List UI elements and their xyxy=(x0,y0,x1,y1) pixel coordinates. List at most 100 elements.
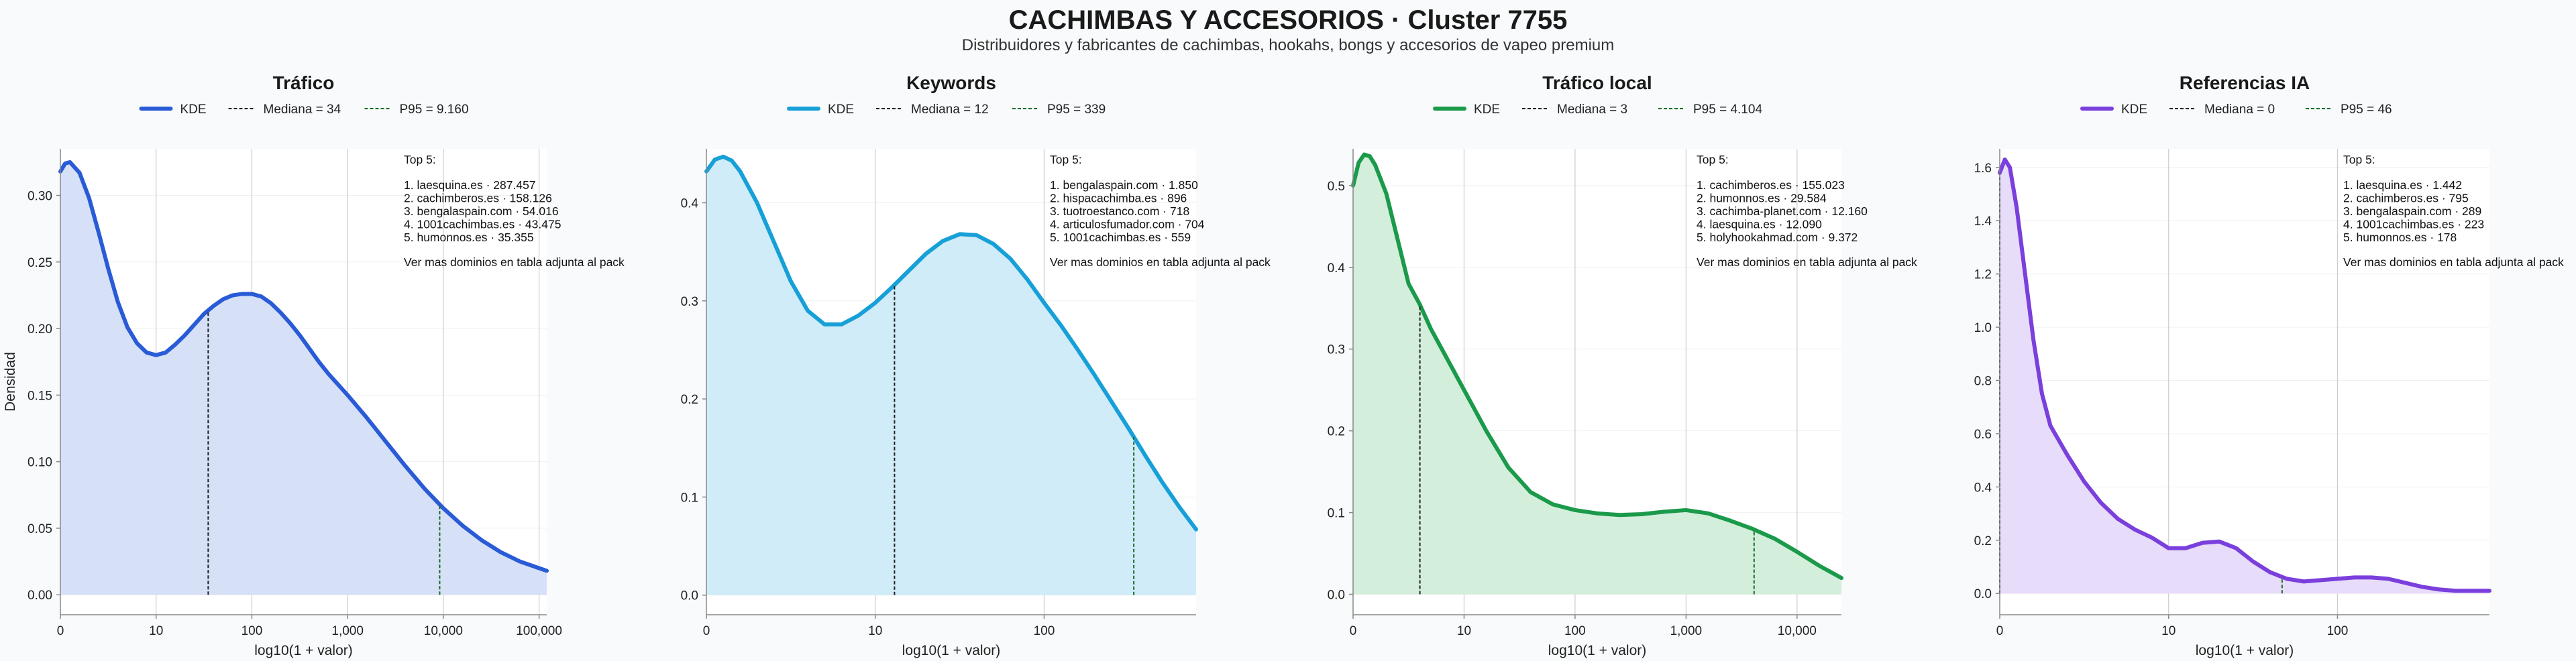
top5-item: 1. cachimberos.es · 155.023 xyxy=(1697,178,1845,192)
kde-area xyxy=(2000,159,2489,594)
y-tick-label: 0.20 xyxy=(28,322,52,337)
legend-median-label: Mediana = 0 xyxy=(2204,103,2275,117)
y-tick-label: 0.05 xyxy=(28,522,52,536)
top5-item: 3. cachimba-planet.com · 12.160 xyxy=(1697,204,1868,218)
kde-area xyxy=(706,156,1196,595)
top5-title: Top 5: xyxy=(1050,153,1082,166)
page-title: CACHIMBAS Y ACCESORIOS · Cluster 7755 xyxy=(1008,5,1568,35)
x-tick-label: 100 xyxy=(1034,624,1055,638)
top5-item: 5. humonnos.es · 35.355 xyxy=(404,231,534,244)
y-tick-label: 0.0 xyxy=(1974,587,1992,601)
x-tick-label: 1,000 xyxy=(331,624,364,638)
top5-item: 4. articulosfumador.com · 704 xyxy=(1050,218,1205,231)
legend-kde-label: KDE xyxy=(1474,103,1500,117)
kde-line xyxy=(58,160,549,573)
kde-line xyxy=(704,154,1198,532)
top5-item: 4. 1001cachimbas.es · 43.475 xyxy=(404,218,561,231)
y-tick-label: 0.25 xyxy=(28,256,52,270)
legend-kde-label: KDE xyxy=(828,103,854,117)
y-tick-label: 0.8 xyxy=(1974,375,1992,389)
x-tick-label: 100 xyxy=(241,624,263,638)
top5-item: 1. laesquina.es · 1.442 xyxy=(2343,178,2462,192)
x-tick-label: 0 xyxy=(57,624,64,638)
y-tick-label: 0.10 xyxy=(28,456,52,470)
y-tick-label: 1.2 xyxy=(1974,268,1992,282)
top5-item: 2. cachimberos.es · 795 xyxy=(2343,192,2469,205)
y-tick-label: 0.2 xyxy=(1974,534,1992,548)
legend: KDE Mediana = 12 P95 = 339 xyxy=(787,103,1106,117)
chart-panel-1: 0.00 0.05 0.10 0.15 0.20 0.25 0.30 0 10 100 1,000 1… xyxy=(3,72,625,658)
y-tick-label: 0.15 xyxy=(28,389,52,403)
top5-item: 5. holyhookahmad.com · 9.372 xyxy=(1697,231,1858,244)
y-axis-label: Densidad xyxy=(3,352,18,412)
top5-footnote: Ver mas dominios en tabla adjunta al pac… xyxy=(1050,255,1271,269)
top5-item: 5. 1001cachimbas.es · 559 xyxy=(1050,231,1191,244)
chart-panel-2: 0.0 0.1 0.2 0.3 0.4 0 10 100 log10(1 + valor) Key… xyxy=(681,72,1271,658)
x-axis-label: log10(1 + valor) xyxy=(902,643,1001,658)
legend: KDE Mediana = 0 P95 = 46 xyxy=(2080,103,2392,117)
legend-median-label: Mediana = 3 xyxy=(1557,103,1627,117)
x-tick-label: 0 xyxy=(1996,624,2004,638)
top5-item: 4. 1001cachimbas.es · 223 xyxy=(2343,218,2484,231)
legend-p95-label: P95 = 9.160 xyxy=(400,103,469,117)
y-tick-label: 1.0 xyxy=(1974,321,1992,335)
top5-item: 3. bengalaspain.com · 54.016 xyxy=(404,204,559,218)
x-tick-label: 10,000 xyxy=(424,624,463,638)
y-tick-label: 0.0 xyxy=(681,589,698,603)
top5-title: Top 5: xyxy=(404,153,436,166)
x-tick-label: 10 xyxy=(149,624,163,638)
chart-title: Referencias IA xyxy=(2180,72,2310,93)
kde-line xyxy=(1351,152,1843,581)
legend: KDE Mediana = 3 P95 = 4.104 xyxy=(1433,103,1762,117)
y-tick-label: 0.2 xyxy=(681,393,698,407)
x-tick-label: 10 xyxy=(1457,624,1471,638)
top5-item: 4. laesquina.es · 12.090 xyxy=(1697,218,1822,231)
page-subtitle: Distribuidores y fabricantes de cachimba… xyxy=(961,36,1615,54)
x-tick-label: 0 xyxy=(703,624,710,638)
kde-area xyxy=(60,162,547,595)
x-axis-label: log10(1 + valor) xyxy=(1548,643,1647,658)
x-tick-label: 10,000 xyxy=(1778,624,1817,638)
top5-item: 1. bengalaspain.com · 1.850 xyxy=(1050,178,1198,192)
x-tick-label: 10 xyxy=(868,624,882,638)
legend-median-label: Mediana = 12 xyxy=(911,103,989,117)
chart-panel-4: 0.0 0.2 0.4 0.6 0.8 1.0 1.2 1.4 1.6 0 10 100 log10(1… xyxy=(1974,72,2564,658)
top5-footnote: Ver mas dominios en tabla adjunta al pac… xyxy=(2343,255,2564,269)
legend-kde-label: KDE xyxy=(180,103,207,117)
kde-line xyxy=(1998,157,2491,593)
top5-item: 2. humonnos.es · 29.584 xyxy=(1697,192,1827,205)
top5-item: 5. humonnos.es · 178 xyxy=(2343,231,2457,244)
y-tick-label: 0.4 xyxy=(1328,261,1346,276)
top5-footnote: Ver mas dominios en tabla adjunta al pac… xyxy=(1697,255,1917,269)
top5-title: Top 5: xyxy=(2343,153,2375,166)
x-tick-label: 100 xyxy=(1564,624,1586,638)
x-axis-label: log10(1 + valor) xyxy=(254,643,353,658)
chart-title: Keywords xyxy=(906,72,996,93)
y-tick-label: 0.3 xyxy=(1328,343,1345,357)
y-tick-label: 0.3 xyxy=(681,295,698,309)
chart-panel-3: 0.0 0.1 0.2 0.3 0.4 0.5 0 10 100 1,000 10,000 log10… xyxy=(1328,72,1917,658)
y-tick-label: 0.4 xyxy=(681,196,699,211)
x-tick-label: 100 xyxy=(2327,624,2349,638)
x-tick-label: 1,000 xyxy=(1670,624,1703,638)
y-tick-label: 0.5 xyxy=(1328,180,1345,194)
x-tick-label: 0 xyxy=(1350,624,1357,638)
chart-title: Tráfico xyxy=(273,72,335,93)
y-tick-label: 0.1 xyxy=(681,491,698,505)
top5-item: 3. bengalaspain.com · 289 xyxy=(2343,204,2481,218)
x-axis-label: log10(1 + valor) xyxy=(2196,643,2294,658)
kde-area xyxy=(1353,154,1841,595)
y-tick-label: 0.00 xyxy=(28,589,52,603)
legend-p95-label: P95 = 4.104 xyxy=(1693,103,1762,117)
top5-item: 2. hispacachimba.es · 896 xyxy=(1050,192,1187,205)
x-tick-label: 100,000 xyxy=(516,624,562,638)
y-tick-label: 0.6 xyxy=(1974,428,1992,442)
legend-kde-label: KDE xyxy=(2121,103,2147,117)
chart-title: Tráfico local xyxy=(1542,72,1652,93)
top5-item: 2. cachimberos.es · 158.126 xyxy=(404,192,552,205)
